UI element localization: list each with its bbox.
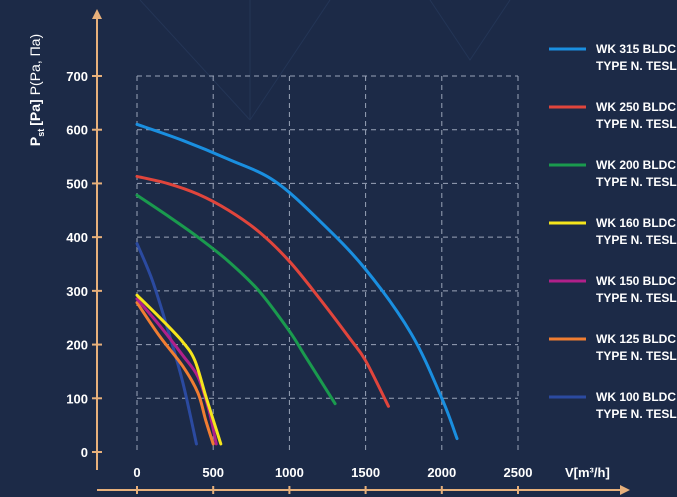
y-tick-label: 600 [66,123,88,138]
x-axis-label: V[m³/h] [565,465,610,480]
y-tick-label: 200 [66,338,88,353]
x-tick-label: 1500 [351,465,380,480]
y-axis-label: Pst [Pa] P(Pa, Па) [27,34,46,146]
x-tick-label: 1000 [275,465,304,480]
series-lines [135,122,459,446]
series-line-wk-250-bldc [135,174,390,408]
legend-item: WK 250 BLDC TYPE N. TESLA [549,100,677,131]
background-watermark [139,0,511,121]
y-axis-label-unit: [Pa] [27,99,43,125]
y-tick-label: 500 [66,176,88,191]
x-tick-label: 2500 [504,465,533,480]
y-tick-label: 400 [66,230,88,245]
legend-label: WK 200 BLDC [596,158,676,172]
series-line-wk-100-bldc [135,242,198,446]
y-tick-labels: 0 100 200 300 400 500 600 700 [66,69,102,460]
legend-label: WK 125 BLDC [596,332,676,346]
svg-text:Pst[Pa]P(Pa, Па): Pst [Pa] P(Pa, Па) [27,34,46,146]
y-tick-label: 700 [66,69,88,84]
legend-item: WK 160 BLDC TYPE N. TESLA [549,216,677,247]
legend-label: WK 100 BLDC [596,390,676,404]
x-tick-labels: 0 500 1000 1500 2000 2500 [133,465,532,494]
legend-item: WK 150 BLDC TYPE N. TESLA [549,274,677,305]
legend: WK 315 BLDC TYPE N. TESLA WK 250 BLDC TYPE … [549,42,677,421]
legend-item: WK 100 BLDC TYPE N. TESLA [549,390,677,421]
axes [92,9,630,495]
series-line-wk-315-bldc [135,122,459,441]
x-tick-label: 2000 [427,465,456,480]
legend-item: WK 315 BLDC TYPE N. TESLA [549,42,677,73]
series-line-wk-160-bldc [135,293,223,446]
legend-label: WK 150 BLDC [596,274,676,288]
series-line-wk-125-bldc [135,301,215,446]
grid [136,75,519,452]
y-tick-label: 100 [66,391,88,406]
x-tick-label: 0 [133,465,140,480]
y-axis-label-extra: P(Pa, Па) [27,34,43,95]
legend-label: WK 315 BLDC [596,42,676,56]
legend-sublabel: TYPE N. TESLA [596,59,677,73]
y-tick-label: 0 [81,445,88,460]
legend-sublabel: TYPE N. TESLA [596,291,677,305]
legend-label: WK 250 BLDC [596,100,676,114]
y-tick-label: 300 [66,284,88,299]
y-axis-label-sub: st [36,129,46,137]
legend-item: WK 200 BLDC TYPE N. TESLA [549,158,677,189]
y-axis-label-main: P [27,137,43,146]
legend-sublabel: TYPE N. TESLA [596,175,677,189]
legend-sublabel: TYPE N. TESLA [596,407,677,421]
legend-sublabel: TYPE N. TESLA [596,233,677,247]
legend-sublabel: TYPE N. TESLA [596,117,677,131]
legend-sublabel: TYPE N. TESLA [596,349,677,363]
x-tick-label: 500 [202,465,224,480]
legend-label: WK 160 BLDC [596,216,676,230]
legend-item: WK 125 BLDC TYPE N. TESLA [549,332,677,363]
series-line-wk-200-bldc [135,193,337,406]
